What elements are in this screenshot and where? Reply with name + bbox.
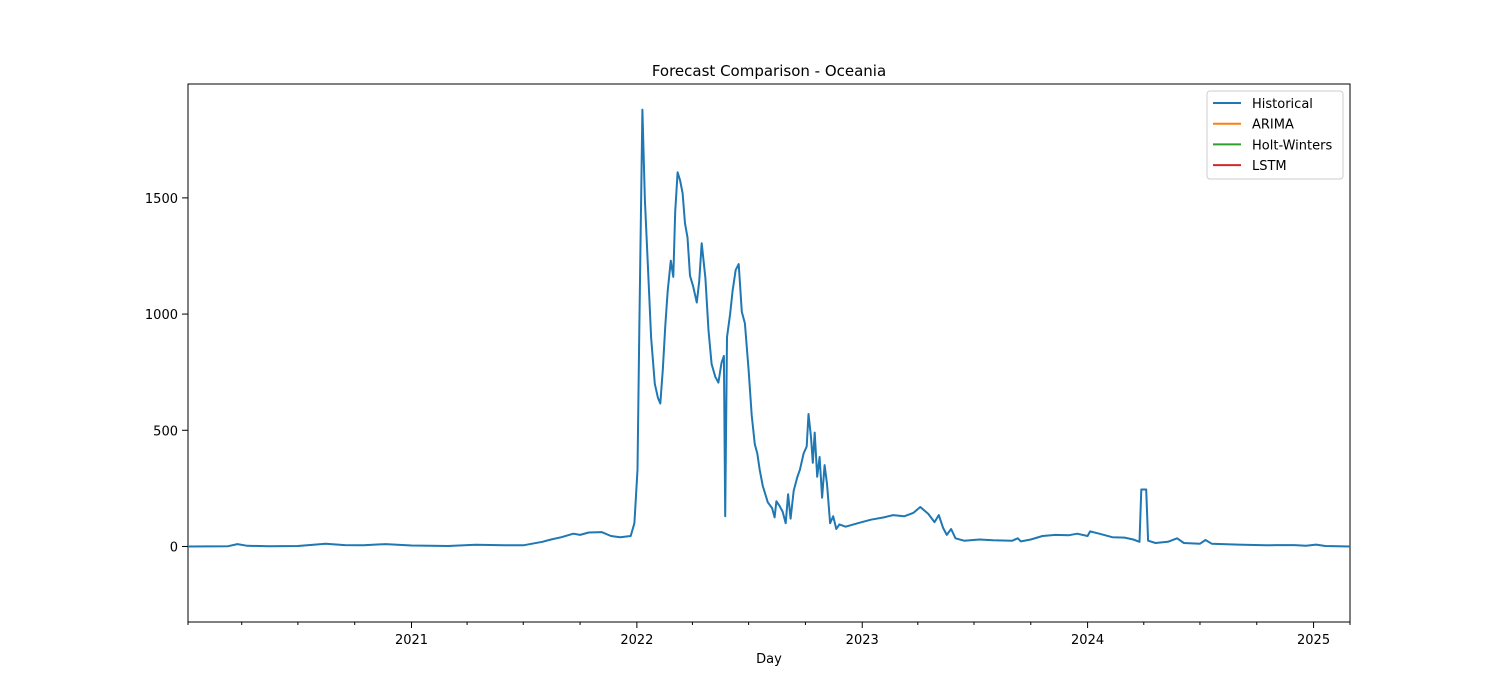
y-tick-label: 1500 (145, 192, 178, 207)
x-tick-label: 2025 (1297, 633, 1330, 648)
plot-area (187, 83, 1351, 623)
legend-label-historical: Historical (1252, 97, 1313, 112)
x-axis: 2021 2022 2023 2024 2025 (187, 622, 1351, 648)
y-tick-label: 500 (153, 424, 178, 439)
x-axis-label: Day (756, 652, 782, 667)
plot-frame (187, 83, 1351, 623)
x-tick-label: 2022 (620, 633, 653, 648)
x-tick-label: 2021 (395, 633, 428, 648)
legend-label-holt-winters: Holt-Winters (1252, 138, 1332, 153)
series-line-historical (187, 108, 1351, 548)
series-layer (187, 108, 1351, 548)
chart-title: Forecast Comparison - Oceania (652, 62, 886, 80)
legend-items: Historical ARIMA Holt-Winters LSTM (1213, 97, 1332, 174)
legend-box (1206, 90, 1344, 180)
x-tick-label: 2023 (846, 633, 879, 648)
y-axis: 0 500 1000 1500 (145, 192, 188, 555)
legend-label-lstm: LSTM (1252, 159, 1287, 174)
legend-label-arima: ARIMA (1252, 118, 1294, 133)
legend: Historical ARIMA Holt-Winters LSTM (1206, 90, 1344, 180)
x-tick-label: 2024 (1071, 633, 1104, 648)
y-tick-label: 1000 (145, 308, 178, 323)
y-tick-label: 0 (170, 540, 178, 555)
